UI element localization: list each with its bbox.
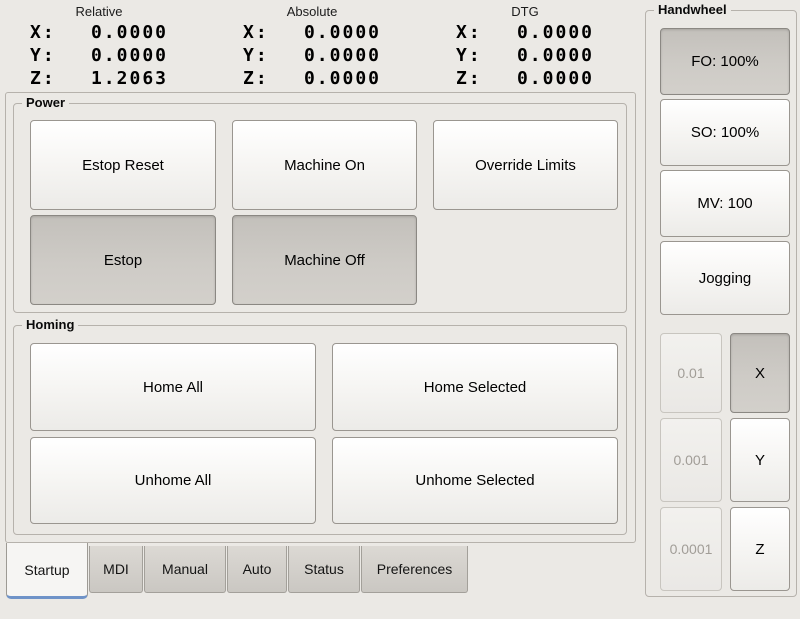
axis-y-button[interactable]: Y [730,418,790,502]
dro-header-dtg: DTG [511,4,539,19]
unhome-all-button[interactable]: Unhome All [30,437,316,524]
dro-value: 0.0000 [303,22,381,43]
dro-value: 0.0000 [303,45,381,66]
override-limits-button[interactable]: Override Limits [433,120,618,210]
power-frame-title: Power [22,96,70,110]
dro-axis-label: X: [243,22,269,43]
dro-axis-label: Y: [243,45,269,66]
dro-row-x: X: 0.0000 [456,21,594,44]
jog-increment-0-0001-button: 0.0001 [660,507,722,591]
homing-frame: Homing [13,318,627,535]
max-velocity-button[interactable]: MV: 100 [660,170,790,237]
dro-row-z: Z: 1.2063 [30,67,168,90]
axis-x-button[interactable]: X [730,333,790,413]
dro-row-y: Y: 0.0000 [243,44,381,67]
jog-increment-0-001-button: 0.001 [660,418,722,502]
dro-header-relative: Relative [75,4,123,19]
dro-row-x: X: 0.0000 [30,21,168,44]
dro-value: 0.0000 [90,45,168,66]
homing-frame-title: Homing [22,318,79,332]
dro-column-relative: Relative X: 0.0000 Y: 0.0000 Z: 1.2063 [30,4,168,90]
jog-increment-0-01-button: 0.01 [660,333,722,413]
tab-status[interactable]: Status [288,546,360,593]
dro-column-dtg: DTG X: 0.0000 Y: 0.0000 Z: 0.0000 [456,4,594,90]
dro-row-x: X: 0.0000 [243,21,381,44]
estop-button[interactable]: Estop [30,215,216,305]
dro-value: 1.2063 [90,68,168,89]
dro-axis-label: Y: [30,45,56,66]
jogging-button[interactable]: Jogging [660,241,790,315]
dro-axis-label: Z: [30,68,56,89]
tab-preferences[interactable]: Preferences [361,546,468,593]
handwheel-frame: Handwheel [645,3,797,597]
tab-manual[interactable]: Manual [144,546,226,593]
dro-value: 0.0000 [516,68,594,89]
dro-value: 0.0000 [90,22,168,43]
handwheel-frame-title: Handwheel [654,3,731,17]
axis-z-button[interactable]: Z [730,507,790,591]
machine-on-button[interactable]: Machine On [232,120,417,210]
estop-reset-button[interactable]: Estop Reset [30,120,216,210]
dro-axis-label: Y: [456,45,482,66]
home-all-button[interactable]: Home All [30,343,316,431]
tab-auto[interactable]: Auto [227,546,287,593]
machine-off-button[interactable]: Machine Off [232,215,417,305]
dro-value: 0.0000 [516,22,594,43]
dro-axis-label: Z: [456,68,482,89]
dro-row-y: Y: 0.0000 [456,44,594,67]
dro-row-z: Z: 0.0000 [243,67,381,90]
unhome-selected-button[interactable]: Unhome Selected [332,437,618,524]
dro-value: 0.0000 [303,68,381,89]
spindle-override-button[interactable]: SO: 100% [660,99,790,166]
dro-axis-label: X: [30,22,56,43]
tab-mdi[interactable]: MDI [89,546,143,593]
dro-row-y: Y: 0.0000 [30,44,168,67]
feed-override-button[interactable]: FO: 100% [660,28,790,95]
power-frame: Power [13,96,627,313]
home-selected-button[interactable]: Home Selected [332,343,618,431]
dro-header-absolute: Absolute [286,4,338,19]
startup-page-panel [5,92,636,543]
dro-row-z: Z: 0.0000 [456,67,594,90]
dro-value: 0.0000 [516,45,594,66]
dro-column-absolute: Absolute X: 0.0000 Y: 0.0000 Z: 0.0000 [243,4,381,90]
dro-axis-label: X: [456,22,482,43]
dro-axis-label: Z: [243,68,269,89]
tab-startup[interactable]: Startup [6,543,88,599]
